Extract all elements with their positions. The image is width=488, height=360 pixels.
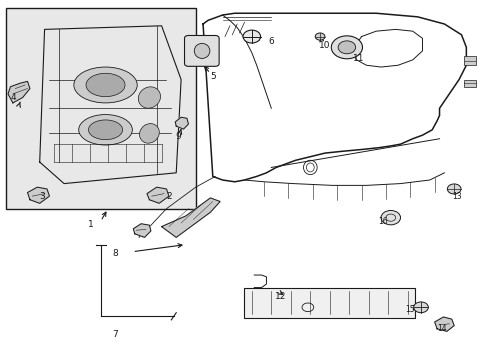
Circle shape bbox=[330, 36, 362, 59]
Circle shape bbox=[243, 30, 260, 43]
Text: 15: 15 bbox=[405, 305, 414, 314]
Ellipse shape bbox=[74, 67, 137, 103]
Bar bbox=[244, 288, 414, 318]
Polygon shape bbox=[175, 117, 188, 129]
Circle shape bbox=[413, 302, 427, 313]
Ellipse shape bbox=[194, 43, 209, 58]
Circle shape bbox=[315, 33, 325, 40]
Text: 4: 4 bbox=[10, 93, 16, 102]
Bar bbox=[463, 56, 475, 65]
Text: 1: 1 bbox=[88, 220, 94, 229]
Text: 16: 16 bbox=[378, 217, 387, 226]
Text: 13: 13 bbox=[451, 192, 461, 201]
Circle shape bbox=[447, 184, 460, 194]
Polygon shape bbox=[434, 317, 453, 331]
Ellipse shape bbox=[139, 123, 159, 143]
Text: 14: 14 bbox=[436, 324, 446, 333]
Text: 9: 9 bbox=[176, 132, 181, 141]
Text: 3: 3 bbox=[39, 192, 45, 201]
Polygon shape bbox=[8, 81, 30, 103]
FancyBboxPatch shape bbox=[184, 36, 219, 66]
Ellipse shape bbox=[79, 114, 132, 145]
Polygon shape bbox=[203, 13, 466, 182]
Bar bbox=[463, 80, 475, 87]
Polygon shape bbox=[27, 187, 49, 203]
Text: 6: 6 bbox=[268, 37, 274, 46]
Text: 7: 7 bbox=[112, 330, 118, 339]
Text: 2: 2 bbox=[166, 192, 171, 201]
Circle shape bbox=[337, 41, 355, 54]
Polygon shape bbox=[133, 224, 151, 237]
Bar bbox=[5, 8, 195, 209]
Polygon shape bbox=[161, 198, 220, 237]
Ellipse shape bbox=[86, 73, 125, 96]
Text: 5: 5 bbox=[209, 72, 215, 81]
Text: 12: 12 bbox=[275, 292, 286, 301]
Ellipse shape bbox=[88, 120, 122, 140]
Text: 11: 11 bbox=[353, 54, 364, 63]
Ellipse shape bbox=[138, 87, 160, 108]
Text: 8: 8 bbox=[112, 249, 118, 258]
Circle shape bbox=[380, 211, 400, 225]
Polygon shape bbox=[147, 187, 168, 203]
Text: 10: 10 bbox=[319, 41, 330, 50]
